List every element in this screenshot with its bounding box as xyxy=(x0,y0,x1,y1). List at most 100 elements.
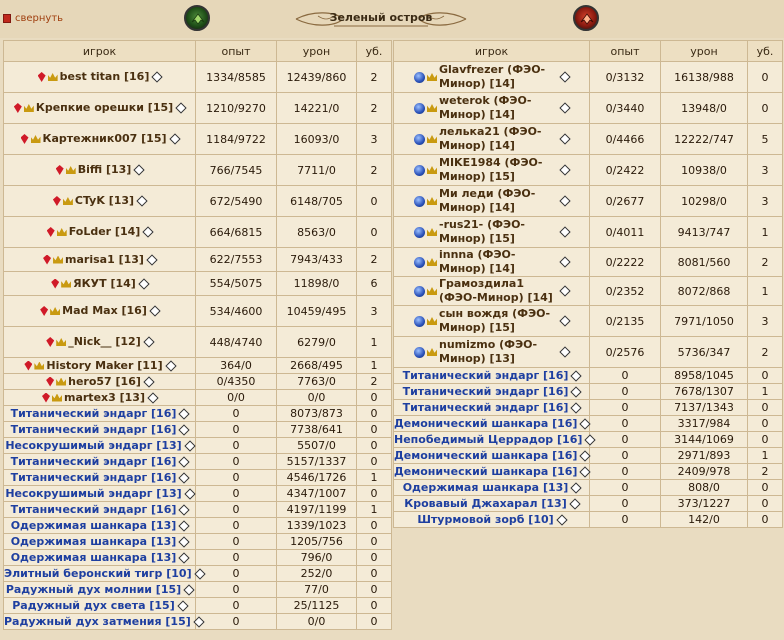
player-name-link[interactable]: Титанический эндарг [16] xyxy=(402,401,569,414)
player-name-link[interactable]: MIKE1984 (ФЭО-Минор) [15] xyxy=(439,156,543,183)
player-name-link[interactable]: Демонический шанкара [16] xyxy=(394,417,578,430)
player-name-link[interactable]: weterok (ФЭО-Минор) [14] xyxy=(439,94,532,121)
player-name-link[interactable]: CTyK [13] xyxy=(74,194,135,207)
player-name-link[interactable]: best titan [16] xyxy=(59,70,150,83)
player-name-link[interactable]: -rus21- (ФЭО-Минор) [15] xyxy=(439,218,525,245)
info-diamond-icon[interactable] xyxy=(146,253,158,266)
info-diamond-icon[interactable] xyxy=(147,391,159,404)
info-diamond-icon[interactable] xyxy=(570,402,583,414)
info-diamond-icon[interactable] xyxy=(184,488,196,500)
info-diamond-icon[interactable] xyxy=(579,418,592,430)
player-name-link[interactable]: Одержимая шанкара [13] xyxy=(10,535,177,548)
player-name-link[interactable]: Титанический эндарг [16] xyxy=(10,407,177,420)
player-name-link[interactable]: Титанический эндарг [16] xyxy=(10,503,177,516)
player-cell: Титанический эндарг [16] xyxy=(3,469,196,486)
info-diamond-icon[interactable] xyxy=(555,514,568,526)
player-name-link[interactable]: Biffi [13] xyxy=(77,163,132,176)
info-diamond-icon[interactable] xyxy=(559,256,571,268)
info-diamond-icon[interactable] xyxy=(164,359,177,372)
player-name-link[interactable]: Несокрушимый эндарг [13] xyxy=(5,487,182,500)
info-diamond-icon[interactable] xyxy=(178,552,190,564)
blue-orb-icon xyxy=(414,71,425,83)
info-diamond-icon[interactable] xyxy=(177,600,189,612)
player-name-link[interactable]: Одержимая шанкара [13] xyxy=(10,551,177,564)
info-diamond-icon[interactable] xyxy=(136,195,148,207)
player-name-link[interactable]: hero57 [16] xyxy=(68,374,141,388)
info-diamond-icon[interactable] xyxy=(559,164,571,176)
player-name-link[interactable]: Mad Max [16] xyxy=(62,304,147,317)
info-diamond-icon[interactable] xyxy=(168,133,181,145)
battle-header: свернуть Зеленый остров xyxy=(0,0,784,38)
info-diamond-icon[interactable] xyxy=(559,226,571,238)
damage-cell: 2409/978 xyxy=(660,463,748,480)
player-name-link[interactable]: Ми леди (ФЭО-Минор) [14] xyxy=(439,187,536,214)
info-diamond-icon[interactable] xyxy=(559,346,571,358)
player-name-link[interactable]: Glavfrezer (ФЭО-Минор) [14] xyxy=(439,63,546,90)
info-diamond-icon[interactable] xyxy=(178,456,191,468)
info-diamond-icon[interactable] xyxy=(559,285,571,297)
collapse-toggle[interactable]: свернуть xyxy=(3,13,63,24)
player-name-link[interactable]: Радужный дух молнии [15] xyxy=(5,583,182,596)
player-name-link[interactable]: сын вождя (ФЭО-Минор) [15] xyxy=(439,307,551,334)
player-name-link[interactable]: Радужный дух света [15] xyxy=(12,599,175,612)
player-name-link[interactable]: innna (ФЭО-Минор) [14] xyxy=(439,248,516,275)
kills-cell: 1 xyxy=(747,216,783,248)
info-diamond-icon[interactable] xyxy=(570,482,582,494)
info-diamond-icon[interactable] xyxy=(570,370,583,382)
player-name-link[interactable]: FoLder [14] xyxy=(68,225,141,238)
info-diamond-icon[interactable] xyxy=(559,71,571,83)
info-diamond-icon[interactable] xyxy=(133,164,145,176)
info-diamond-icon[interactable] xyxy=(579,450,592,462)
info-diamond-icon[interactable] xyxy=(143,336,155,348)
player-name-link[interactable]: Грамоздила1 (ФЭО-Минор) [14] xyxy=(439,277,553,304)
info-diamond-icon[interactable] xyxy=(178,536,190,548)
player-name-link[interactable]: martex3 [13] xyxy=(64,390,145,404)
info-diamond-icon[interactable] xyxy=(570,386,583,398)
player-name-link[interactable]: _Nick__ [12] xyxy=(68,335,141,348)
info-diamond-icon[interactable] xyxy=(138,277,150,290)
player-name-link[interactable]: Титанический эндарг [16] xyxy=(10,471,177,484)
player-row: Грамоздила1 (ФЭО-Минор) [14] 0/2352 8072/8… xyxy=(393,276,783,306)
info-diamond-icon[interactable] xyxy=(175,102,187,114)
info-diamond-icon[interactable] xyxy=(559,195,571,207)
info-diamond-icon[interactable] xyxy=(142,226,154,238)
info-diamond-icon[interactable] xyxy=(149,305,161,317)
player-name-link[interactable]: marisa1 [13] xyxy=(65,252,144,266)
player-name-link[interactable]: Титанический эндарг [16] xyxy=(402,369,569,382)
player-name-link[interactable]: numizmo (ФЭО-Минор) [13] xyxy=(439,338,538,365)
player-name-link[interactable]: Картежник007 [15] xyxy=(42,132,167,145)
info-diamond-icon[interactable] xyxy=(178,472,191,484)
player-name-link[interactable]: Кровавый Джахарал [13] xyxy=(404,497,567,510)
player-name-link[interactable]: Крепкие орешки [15] xyxy=(35,101,174,114)
info-diamond-icon[interactable] xyxy=(579,466,592,478)
crown-icon xyxy=(62,197,73,205)
player-name-link[interactable]: Штурмовой зорб [10] xyxy=(417,513,554,526)
player-name-link[interactable]: Демонический шанкара [16] xyxy=(394,449,578,462)
player-name-link[interactable]: Титанический эндарг [16] xyxy=(10,423,177,436)
info-diamond-icon[interactable] xyxy=(143,375,155,388)
player-name-link[interactable]: Непобедимый Церрадор [16] xyxy=(394,433,583,446)
info-diamond-icon[interactable] xyxy=(151,71,164,83)
player-name-link[interactable]: Радужный дух затмения [15] xyxy=(4,615,191,628)
info-diamond-icon[interactable] xyxy=(184,440,196,452)
player-name-link[interactable]: Демонический шанкара [16] xyxy=(394,465,578,478)
player-name-link[interactable]: Титанический эндарг [16] xyxy=(402,385,569,398)
player-name-link[interactable]: Несокрушимый эндарг [13] xyxy=(5,439,182,452)
info-diamond-icon[interactable] xyxy=(569,498,581,510)
player-name-link[interactable]: History Maker [11] xyxy=(46,358,163,372)
info-diamond-icon[interactable] xyxy=(178,424,191,436)
player-name-link[interactable]: Элитный беронский тигр [10] xyxy=(4,567,192,580)
player-name-link[interactable]: Титанический эндарг [16] xyxy=(10,455,177,468)
player-name-link[interactable]: ЯКУТ [14] xyxy=(73,276,136,290)
info-diamond-icon[interactable] xyxy=(178,504,191,516)
info-diamond-icon[interactable] xyxy=(178,408,191,420)
info-diamond-icon[interactable] xyxy=(559,315,571,327)
player-name-link[interactable]: лелька21 (ФЭО-Минор) [14] xyxy=(439,125,542,152)
player-name-link[interactable]: Одержимая шанкара [13] xyxy=(402,481,569,494)
player-name-link[interactable]: Одержимая шанкара [13] xyxy=(10,519,177,532)
player-cell: Glavfrezer (ФЭО-Минор) [14] xyxy=(393,61,590,93)
info-diamond-icon[interactable] xyxy=(559,133,571,145)
info-diamond-icon[interactable] xyxy=(559,102,571,114)
info-diamond-icon[interactable] xyxy=(178,520,190,532)
info-diamond-icon[interactable] xyxy=(183,584,195,596)
